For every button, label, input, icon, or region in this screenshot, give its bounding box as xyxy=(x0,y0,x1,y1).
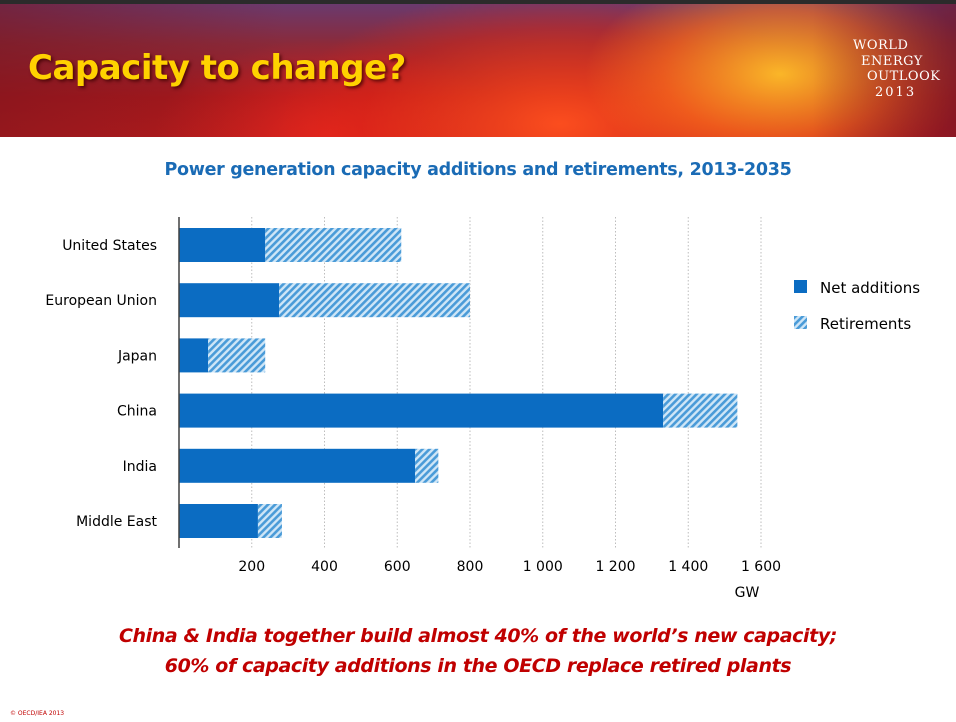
x-tick-label: 400 xyxy=(311,559,338,575)
category-label: United States xyxy=(62,238,157,254)
bars xyxy=(179,228,738,538)
legend-label-retirements: Retirements xyxy=(820,315,911,333)
header-banner xyxy=(0,4,956,137)
category-label: India xyxy=(123,459,157,475)
bar-net-additions xyxy=(179,393,664,428)
logo-line: ENERGY xyxy=(861,53,923,69)
x-tick-label: 800 xyxy=(457,559,484,575)
x-tick-label: 1 200 xyxy=(595,559,635,575)
top-bar xyxy=(0,0,956,4)
logo-line: 2013 xyxy=(875,84,917,100)
chart-title: Power generation capacity additions and … xyxy=(164,160,792,180)
category-labels: United States European Union Japan China Ind… xyxy=(45,238,157,530)
bar-net-additions xyxy=(179,504,258,538)
bar-retirements xyxy=(279,283,470,318)
x-tick-label: 1 000 xyxy=(523,559,563,575)
gridlines xyxy=(251,217,762,548)
slide-title: Capacity to change? xyxy=(28,48,406,88)
bar-retirements xyxy=(265,228,402,262)
category-label: Middle East xyxy=(76,514,157,530)
logo-line: OUTLOOK xyxy=(867,69,941,84)
bar-net-additions xyxy=(179,228,266,262)
logo-line: WORLD xyxy=(853,38,909,53)
bar-net-additions xyxy=(179,283,280,318)
category-label: Japan xyxy=(117,348,157,364)
x-tick-labels: 200 400 600 800 1 000 1 200 1 400 1 600 xyxy=(238,559,781,575)
bar-net-additions xyxy=(179,448,416,483)
x-tick-label: 200 xyxy=(238,559,265,575)
category-label: European Union xyxy=(45,293,157,309)
x-tick-label: 1 600 xyxy=(741,559,781,575)
caption-line-1: China & India together build almost 40% … xyxy=(118,625,838,647)
bar-retirements xyxy=(663,393,738,428)
legend-label-net-additions: Net additions xyxy=(820,279,920,297)
copyright-notice: © OECD/IEA 2013 xyxy=(10,710,65,717)
x-tick-label: 600 xyxy=(384,559,411,575)
category-label: China xyxy=(117,404,157,420)
x-axis-unit: GW xyxy=(735,585,760,601)
slide-caption: China & India together build almost 40% … xyxy=(0,621,956,681)
weo-logo: WORLD ENERGY OUTLOOK 2013 xyxy=(853,38,940,100)
caption-line-2: 60% of capacity additions in the OECD re… xyxy=(164,655,792,677)
bar-retirements xyxy=(415,448,439,483)
bar-retirements xyxy=(208,338,266,373)
bar-retirements xyxy=(257,504,282,538)
bar-net-additions xyxy=(179,338,209,373)
x-tick-label: 1 400 xyxy=(668,559,708,575)
legend-swatch-retirements xyxy=(794,316,807,329)
legend: Net additions Retirements xyxy=(794,279,920,333)
legend-swatch-net-additions xyxy=(794,280,807,293)
